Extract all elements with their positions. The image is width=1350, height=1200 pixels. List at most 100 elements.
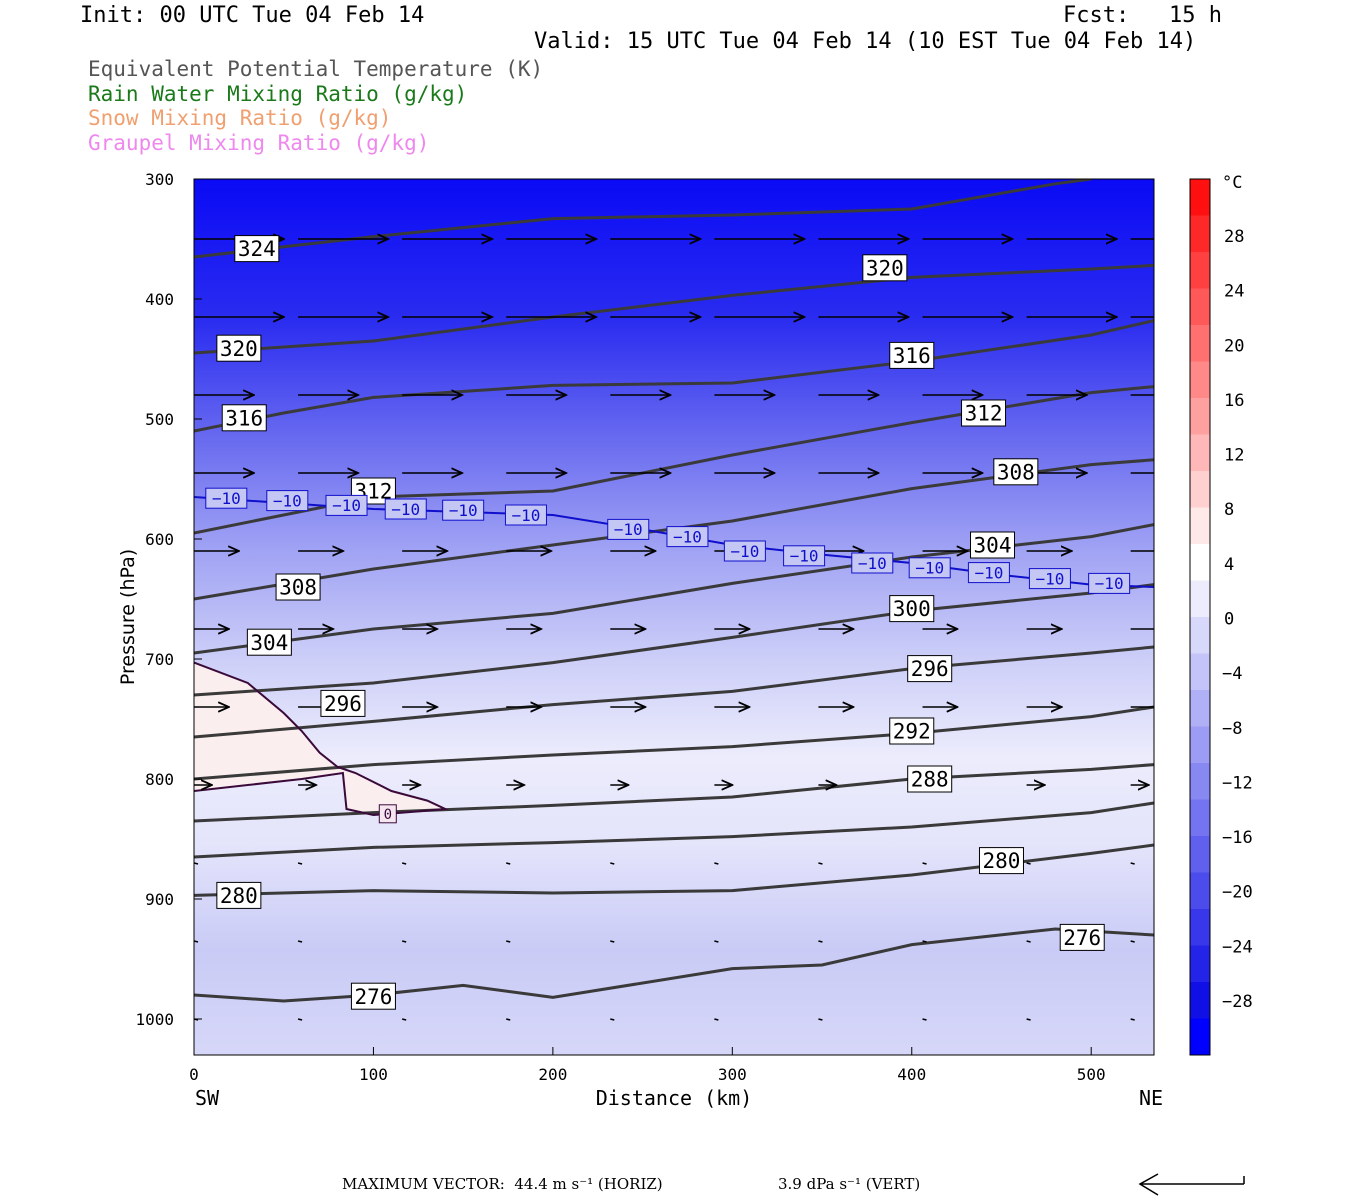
theta-e-label-text: 276	[354, 985, 392, 1009]
temperature-label-text: −10	[273, 491, 302, 510]
wind-vector	[506, 1018, 511, 1021]
colorbar-segment	[1190, 434, 1210, 472]
y-tick-label: 600	[145, 530, 174, 549]
x-tick-label: 500	[1077, 1065, 1106, 1084]
colorbar-label: 20	[1224, 336, 1244, 356]
colorbar-label: 8	[1224, 500, 1234, 520]
theta-e-label-box	[978, 847, 1024, 875]
theta-e-label-box	[216, 334, 262, 362]
y-tick-label: 800	[145, 770, 174, 789]
theta-e-label-box	[993, 458, 1039, 486]
theta-e-label-text: 312	[965, 402, 1003, 426]
colorbar-segment	[1190, 690, 1210, 727]
temperature-label-box	[607, 518, 650, 540]
theta-e-line-288	[194, 763, 1154, 823]
temperature-label-box	[723, 540, 766, 562]
wind-vector	[506, 940, 511, 943]
colorbar-label: −12	[1222, 773, 1253, 793]
theta-e-label-text: 308	[997, 460, 1035, 484]
theta-e-label-text: 292	[893, 720, 931, 744]
theta-e-label-box	[320, 689, 366, 717]
theta-e-label: 316	[221, 404, 267, 432]
temperature-label: −10	[384, 498, 427, 520]
colorbar-label: −4	[1222, 664, 1242, 684]
temperature-label-text: −10	[790, 547, 819, 566]
theta-e-line-292	[194, 705, 1154, 781]
temperature-label-box	[504, 504, 547, 526]
x-tick-label: 400	[897, 1065, 926, 1084]
temperature-label: −10	[851, 552, 894, 574]
theta-e-label: 280	[216, 881, 262, 909]
y-tick-label: 500	[145, 410, 174, 429]
colorbar-segment	[1190, 982, 1210, 1019]
temperature-label-text: −10	[512, 506, 541, 525]
x-tick-label: 300	[718, 1065, 747, 1084]
wind-vector	[1130, 940, 1135, 943]
colorbar-segment	[1190, 361, 1210, 399]
colorbar-label: −20	[1222, 883, 1253, 903]
theta-e-line-320	[194, 263, 1154, 355]
x-tick-label: 100	[359, 1065, 388, 1084]
colorbar-segment	[1190, 726, 1210, 764]
colorbar-segment	[1190, 580, 1210, 618]
plot-frame	[193, 178, 1155, 1056]
y-tick-label: 900	[145, 890, 174, 909]
theta-e-label: 288	[907, 765, 953, 793]
theta-e-label-box	[216, 881, 262, 909]
theta-e-label-text: 324	[238, 237, 276, 261]
theta-e-label-text: 296	[324, 692, 362, 716]
theta-e-label: 304	[246, 628, 292, 656]
wind-vector	[401, 1018, 407, 1021]
x-tick-label: 0	[189, 1065, 199, 1084]
theta-e-line-316	[194, 319, 1154, 433]
temperature-label: −10	[205, 487, 248, 509]
temperature-label-box	[851, 552, 894, 574]
wind-vector	[1026, 862, 1031, 865]
theta-e-label-box	[889, 341, 935, 369]
theta-e-line-308	[194, 458, 1154, 601]
temperature-label: −10	[908, 557, 951, 579]
theta-e-label: 316	[889, 341, 935, 369]
theta-e-label: 304	[970, 531, 1016, 559]
temperature-shading	[194, 179, 1154, 1055]
colorbar-label: −16	[1222, 828, 1253, 848]
theta-e-label: 320	[862, 254, 908, 282]
colorbar-segment	[1190, 617, 1210, 654]
wind-vector	[610, 940, 615, 943]
colorbar-unit: °C	[1222, 173, 1242, 193]
theta-e-label: 300	[889, 595, 935, 623]
wind-vector	[401, 862, 407, 865]
colorbar: °C 28 24 20 16 12 8 4 0 −4 −8 −12 −16 −20 −24 −28	[1189, 173, 1253, 1056]
left-end-label: SW	[195, 1086, 220, 1110]
theta-e-label: 320	[216, 334, 262, 362]
legend-rain-water: Rain Water Mixing Ratio (g/kg)	[88, 82, 468, 106]
temperature-label-text: −10	[730, 542, 759, 561]
theta-e-label-box	[889, 717, 935, 745]
theta-e-label: 292	[889, 717, 935, 745]
theta-e-label-box	[350, 982, 396, 1010]
theta-e-label-text: 320	[220, 337, 258, 361]
temperature-label-box	[666, 526, 709, 548]
theta-e-label-text: 304	[250, 631, 288, 655]
colorbar-label: −24	[1222, 937, 1253, 957]
theta-e-label-text: 276	[1063, 926, 1101, 950]
theta-e-label-text: 300	[893, 597, 931, 621]
x-axis-title: Distance (km)	[596, 1086, 753, 1110]
max-vertical-label: 3.9 dPa s⁻¹ (VERT)	[778, 1175, 921, 1193]
temperature-label: −10	[504, 504, 547, 526]
colorbar-segment	[1190, 325, 1210, 362]
temperature-label-box	[378, 804, 397, 824]
wind-vector	[506, 862, 511, 865]
colorbar-segment	[1190, 471, 1210, 508]
colorbar-segment	[1190, 215, 1210, 253]
wind-vector	[1026, 940, 1031, 943]
theta-e-line-284	[194, 801, 1154, 859]
theta-e-label-text: 316	[893, 344, 931, 368]
colorbar-label: −28	[1222, 992, 1253, 1012]
colorbar-segment	[1190, 288, 1210, 326]
y-tick-label: 400	[145, 290, 174, 309]
theta-e-line-324	[194, 179, 1092, 259]
init-label: Init: 00 UTC Tue 04 Feb 14	[80, 3, 425, 28]
theta-e-line-304	[194, 523, 1154, 655]
colorbar-label: −8	[1222, 719, 1242, 739]
